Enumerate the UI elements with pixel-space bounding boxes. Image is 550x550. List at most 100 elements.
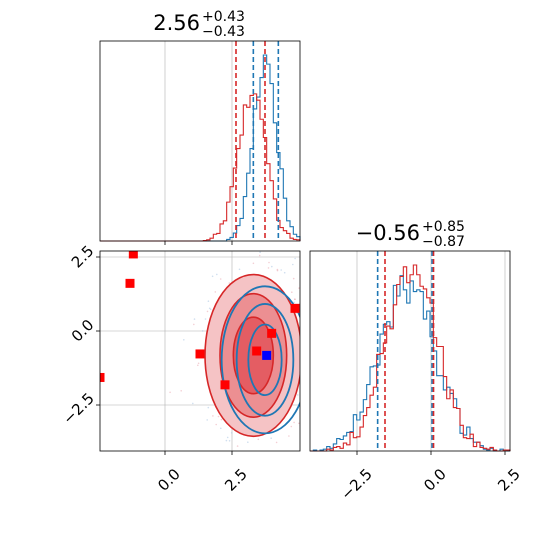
red-square-marker — [195, 349, 205, 359]
sample-point — [276, 268, 279, 271]
sample-point — [169, 391, 171, 394]
x-tick-label: −2.5 — [337, 465, 375, 503]
panel-title-value: 2.56 — [153, 11, 200, 35]
contour-panel-param1-param2: 0.0 2.5 2.5 0.0 −2.5 — [59, 218, 336, 495]
red-square-marker — [128, 251, 138, 259]
sample-point — [193, 323, 195, 326]
sample-point — [294, 298, 296, 301]
red-square-marker — [267, 328, 277, 338]
sample-point — [298, 422, 300, 425]
sample-point — [321, 307, 323, 309]
sample-point — [313, 302, 315, 304]
sample-point — [209, 308, 212, 311]
sample-point — [197, 362, 200, 365]
histogram-series-red — [100, 93, 301, 242]
sample-point — [321, 347, 323, 349]
sample-point — [288, 435, 290, 437]
sample-point — [225, 439, 228, 442]
x-tick-label: 2.5 — [221, 465, 251, 495]
red-square-marker — [125, 278, 135, 288]
sample-point — [217, 415, 220, 418]
sample-point — [306, 356, 308, 358]
sample-point — [197, 364, 199, 367]
histogram-panel-param1: 2.56 +0.43 −0.43 — [99, 9, 301, 245]
sample-point — [255, 238, 257, 240]
sample-point — [330, 307, 332, 309]
sample-point — [292, 277, 295, 280]
sample-point — [271, 265, 273, 268]
histogram-axes-frame — [309, 250, 511, 452]
sample-point — [236, 445, 239, 447]
histogram-axes-frame — [99, 40, 301, 242]
sample-point — [290, 425, 293, 428]
sample-point — [206, 310, 209, 313]
sample-point — [303, 310, 305, 312]
sample-point — [291, 291, 293, 294]
contour-blue-level — [235, 303, 295, 417]
sample-point — [207, 300, 210, 303]
sample-point — [236, 459, 238, 461]
sample-point — [315, 281, 317, 283]
sample-point — [215, 423, 217, 426]
sample-point — [220, 427, 222, 430]
sample-point — [268, 261, 270, 264]
sample-point — [293, 421, 295, 424]
sample-point — [284, 218, 286, 220]
sample-point — [183, 339, 185, 341]
sample-point — [220, 418, 223, 421]
sample-point — [306, 367, 308, 369]
sample-point — [270, 437, 273, 440]
x-tick-label: 0.0 — [420, 465, 450, 495]
histogram-panel-param2: −2.5 0.0 2.5 −0.56 +0.85 −0.87 — [309, 219, 524, 504]
sample-point — [216, 273, 218, 276]
histogram-series-blue — [100, 54, 301, 242]
sample-point — [239, 490, 241, 492]
sample-point — [261, 460, 263, 462]
sample-point — [275, 441, 278, 444]
sample-point — [311, 318, 313, 320]
sample-point — [192, 402, 194, 405]
y-tick-label: 2.5 — [68, 242, 98, 272]
sample-point — [297, 394, 299, 396]
histogram-series-blue — [310, 275, 510, 452]
panel-title-upper-error: +0.85 — [422, 219, 465, 235]
sample-point — [316, 332, 318, 334]
sample-point — [180, 390, 182, 392]
sample-point — [314, 442, 316, 444]
sample-point — [333, 244, 335, 246]
sample-point — [280, 269, 283, 271]
sample-point — [333, 292, 335, 294]
y-tick-label: −2.5 — [59, 389, 97, 427]
panel-title-upper-error: +0.43 — [202, 9, 245, 25]
sample-point — [226, 436, 229, 439]
sample-point — [308, 438, 310, 440]
red-square-marker — [100, 372, 105, 382]
sample-point — [258, 254, 261, 257]
sample-point — [201, 330, 204, 332]
sample-point — [327, 364, 329, 366]
sample-point — [211, 275, 214, 278]
sample-point — [219, 464, 221, 466]
sample-point — [298, 287, 300, 289]
y-tick-label: 0.0 — [68, 316, 98, 346]
panel-title-lower-error: −0.87 — [422, 234, 465, 250]
sample-point — [334, 326, 336, 328]
contour-blue-level — [220, 285, 300, 435]
contour-axes-frame — [99, 250, 301, 452]
sample-point — [320, 368, 322, 370]
sample-point — [294, 257, 296, 260]
sample-point — [321, 300, 323, 302]
sample-point — [214, 291, 217, 293]
sample-point — [228, 282, 231, 284]
sample-point — [247, 441, 249, 444]
red-square-marker — [252, 346, 262, 356]
sample-point — [212, 415, 214, 417]
panel-title-lower-error: −0.43 — [202, 24, 245, 40]
sample-point — [313, 334, 315, 336]
sample-point — [235, 452, 237, 454]
sample-point — [204, 318, 207, 320]
sample-point — [274, 222, 276, 224]
x-tick-label: 0.0 — [154, 465, 184, 495]
blue-square-marker — [262, 350, 272, 360]
